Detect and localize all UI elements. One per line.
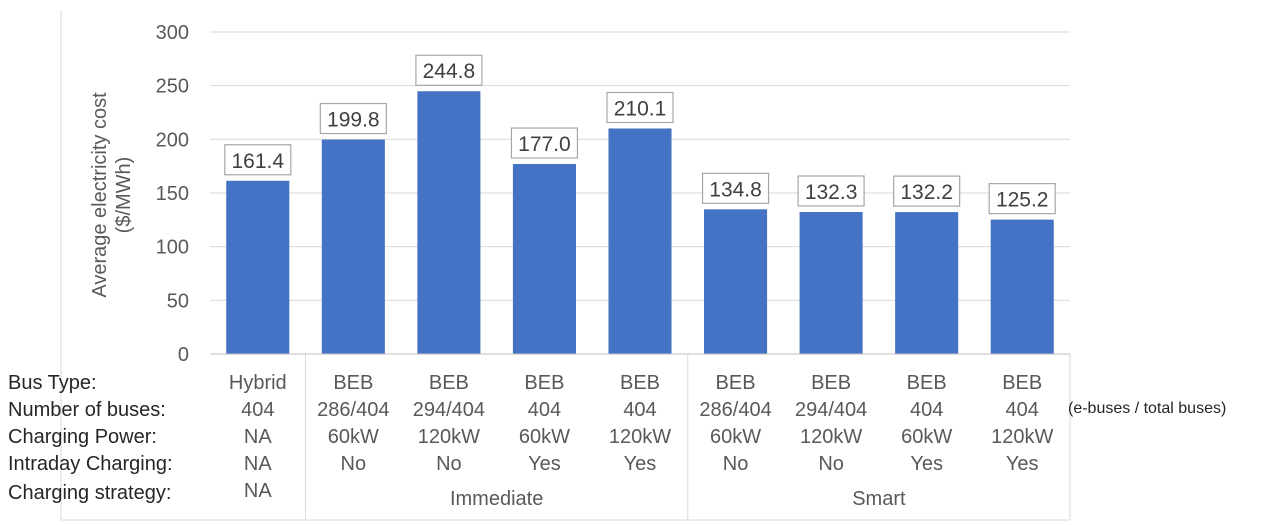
category-cell: BEB — [620, 372, 660, 394]
row-label: Bus Type: — [8, 372, 97, 394]
category-cell: BEB — [429, 372, 469, 394]
y-tick-label: 250 — [156, 76, 189, 98]
y-tick-label: 0 — [178, 344, 189, 366]
strategy-label: Smart — [852, 488, 906, 510]
category-cell: 120kW — [800, 426, 862, 448]
row-label: Number of buses: — [8, 399, 166, 421]
category-cell: 404 — [528, 399, 561, 421]
category-cell: 120kW — [418, 426, 480, 448]
data-label: 177.0 — [518, 133, 571, 156]
category-cell: No — [818, 453, 844, 475]
category-cell: No — [436, 453, 462, 475]
category-cell: NA — [244, 453, 272, 475]
bar — [321, 139, 385, 354]
data-label-box — [988, 183, 1056, 215]
category-cell: 60kW — [710, 426, 761, 448]
y-axis: 0 50 100 150 200 250 300 — [60, 10, 189, 520]
category-cell: No — [723, 453, 749, 475]
category-cell: 294/404 — [795, 399, 867, 421]
data-label: 134.8 — [709, 178, 762, 201]
data-label: 244.8 — [423, 60, 476, 83]
bars — [226, 91, 1054, 355]
row-label: Intraday Charging: — [8, 453, 173, 475]
data-label-box — [224, 144, 292, 176]
category-cell: BEB — [811, 372, 851, 394]
category-cell: 404 — [623, 399, 656, 421]
row-label: Charging strategy: — [8, 482, 171, 504]
category-cell: BEB — [1002, 372, 1042, 394]
bar — [512, 164, 576, 354]
category-cell: 404 — [1006, 399, 1039, 421]
category-cell: BEB — [333, 372, 373, 394]
category-cell: 286/404 — [317, 399, 389, 421]
data-label: 132.3 — [805, 181, 858, 204]
category-cell: 404 — [910, 399, 943, 421]
data-label-box — [893, 175, 961, 207]
category-cell: 294/404 — [413, 399, 485, 421]
data-label: 132.2 — [900, 181, 953, 204]
category-cell: 404 — [241, 399, 274, 421]
data-labels: 161.4 199.8 244.8 177.0 210.1 134.8 132.3 132.2… — [224, 54, 1056, 215]
y-axis-title: Average electricity cost ($/MWh) — [89, 92, 135, 298]
data-label: 161.4 — [231, 150, 284, 173]
strategy-label: Immediate — [450, 488, 543, 510]
y-tick-label: 50 — [167, 290, 189, 312]
data-label-box — [510, 127, 579, 159]
category-cell: Yes — [1006, 453, 1039, 475]
y-tick-label: 300 — [156, 22, 189, 44]
y-tick-label: 200 — [156, 129, 189, 151]
data-label-box — [701, 172, 770, 204]
data-label-box — [319, 102, 387, 135]
category-cell: 60kW — [901, 426, 952, 448]
data-label: 125.2 — [996, 189, 1049, 212]
category-cell: 120kW — [991, 426, 1053, 448]
bar — [417, 91, 481, 355]
row-label: Charging Power: — [8, 426, 157, 448]
category-cell: 60kW — [519, 426, 570, 448]
category-cell: Hybrid — [229, 372, 287, 394]
buses-note: (e-buses / total buses) — [1068, 400, 1226, 417]
category-cell: 120kW — [609, 426, 671, 448]
category-cell: Yes — [910, 453, 943, 475]
y-tick-label: 100 — [156, 237, 189, 259]
data-label-box — [797, 175, 865, 207]
strategy-label: NA — [244, 480, 272, 502]
bar — [799, 211, 863, 354]
bar — [990, 219, 1054, 354]
bar — [226, 180, 290, 354]
category-cell: 60kW — [328, 426, 379, 448]
bar — [704, 209, 768, 354]
category-cell: 286/404 — [699, 399, 771, 421]
data-label-box — [606, 91, 674, 124]
category-cell: BEB — [907, 372, 947, 394]
category-cell: Yes — [528, 453, 561, 475]
data-label: 210.1 — [614, 97, 667, 120]
bar — [895, 212, 959, 354]
category-cell: BEB — [524, 372, 564, 394]
category-cell: Yes — [624, 453, 657, 475]
category-cell: BEB — [716, 372, 756, 394]
data-label-box — [415, 54, 483, 86]
y-tick-label: 150 — [156, 183, 189, 205]
category-cell: NA — [244, 426, 272, 448]
bar — [608, 128, 672, 354]
data-label: 199.8 — [327, 109, 380, 132]
category-cell: No — [341, 453, 367, 475]
category-table: Bus Type: Number of buses: Charging Power:… — [8, 353, 1071, 521]
